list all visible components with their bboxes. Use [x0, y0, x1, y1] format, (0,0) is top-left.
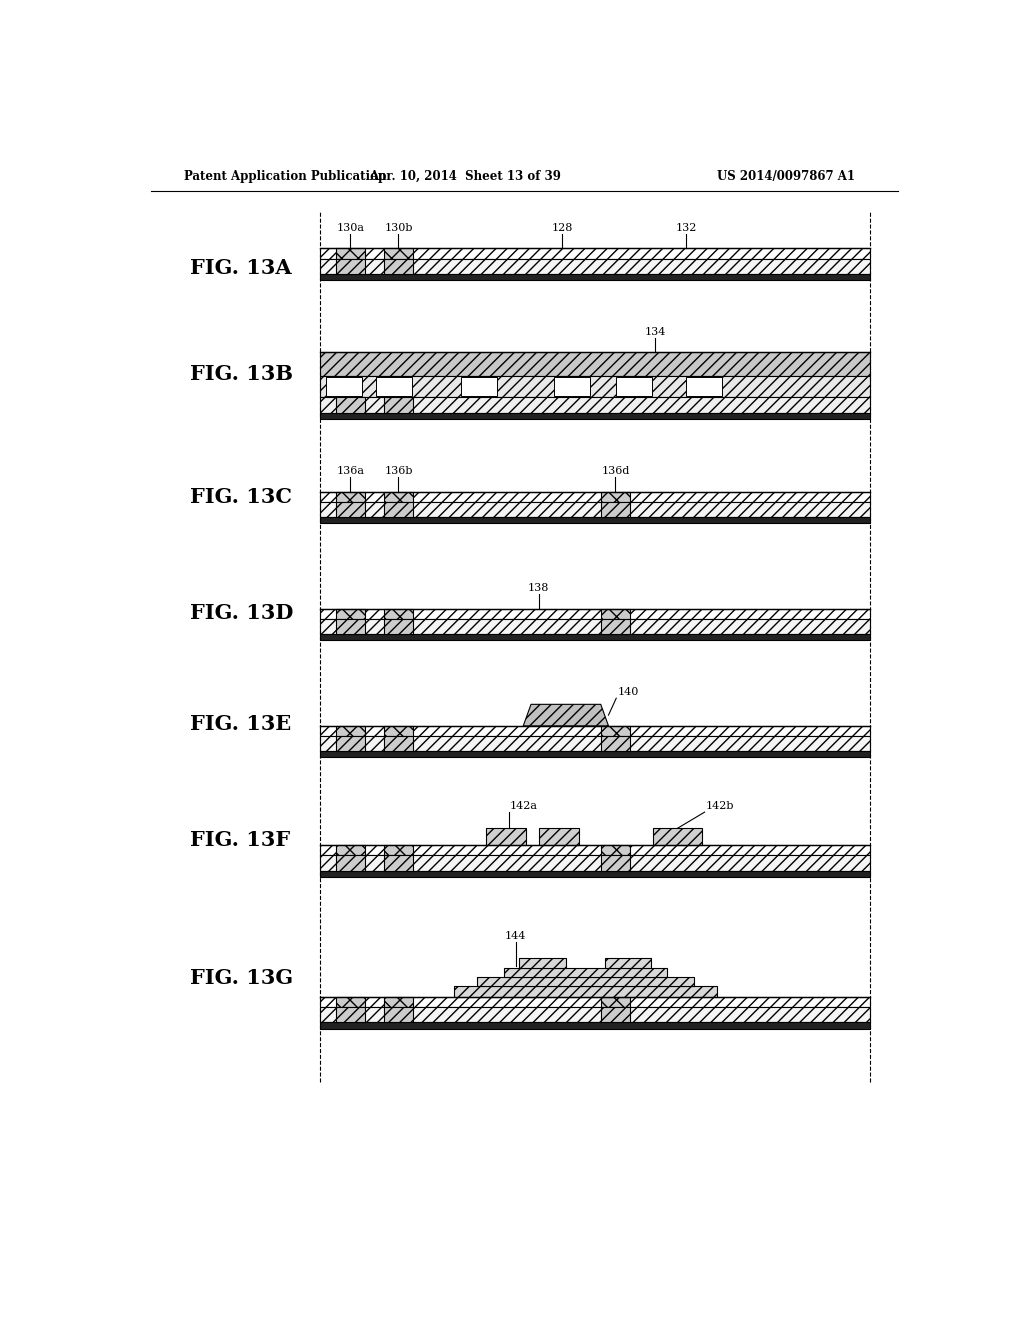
Bar [321, 619, 870, 635]
Bar [604, 958, 651, 968]
Bar [384, 845, 414, 855]
Bar [601, 737, 630, 751]
Bar [336, 248, 366, 259]
Bar [321, 635, 870, 640]
Bar [336, 397, 366, 412]
Text: FIG. 13E: FIG. 13E [190, 714, 291, 734]
Bar [336, 502, 366, 517]
Bar [554, 378, 590, 396]
Bar [321, 1007, 870, 1022]
Bar [454, 986, 717, 997]
Bar [321, 997, 870, 1007]
Text: 138: 138 [528, 583, 550, 594]
Bar [384, 997, 414, 1007]
Text: 134: 134 [644, 327, 666, 337]
Bar [461, 378, 497, 396]
Bar [321, 609, 870, 619]
Text: 132: 132 [675, 223, 696, 234]
Bar [336, 259, 366, 275]
Bar [384, 855, 414, 871]
Text: FIG. 13F: FIG. 13F [190, 830, 290, 850]
Bar [321, 376, 870, 397]
Bar [601, 619, 630, 635]
Bar [384, 726, 414, 737]
Bar [336, 1007, 366, 1022]
Bar [321, 413, 870, 418]
Text: Apr. 10, 2014  Sheet 13 of 39: Apr. 10, 2014 Sheet 13 of 39 [370, 170, 561, 183]
Text: FIG. 13A: FIG. 13A [190, 257, 292, 277]
Bar [686, 378, 722, 396]
Bar [384, 737, 414, 751]
Text: 142b: 142b [706, 801, 734, 812]
Bar [336, 619, 366, 635]
Bar [384, 259, 414, 275]
Bar [321, 1022, 870, 1028]
Bar [616, 378, 652, 396]
Bar [504, 968, 667, 977]
Bar [601, 1007, 630, 1022]
Bar [336, 492, 366, 502]
Bar [384, 492, 414, 502]
Text: 140: 140 [617, 688, 639, 697]
Bar [321, 737, 870, 751]
Bar [601, 492, 630, 502]
Bar [336, 609, 366, 619]
Text: FIG. 13D: FIG. 13D [190, 603, 293, 623]
Text: 130a: 130a [337, 223, 365, 234]
Bar [336, 726, 366, 737]
Bar [384, 1007, 414, 1022]
Bar [336, 845, 366, 855]
Bar [384, 248, 414, 259]
Bar [336, 855, 366, 871]
Bar [601, 845, 630, 855]
Bar [601, 609, 630, 619]
Bar [321, 248, 870, 259]
Bar [477, 977, 693, 986]
Text: 130b: 130b [384, 223, 413, 234]
Polygon shape [523, 705, 608, 726]
Bar [601, 997, 630, 1007]
Text: Patent Application Publication: Patent Application Publication [183, 170, 386, 183]
Bar [384, 619, 414, 635]
Text: FIG. 13G: FIG. 13G [190, 969, 293, 989]
Text: 136d: 136d [601, 466, 630, 477]
Bar [321, 751, 870, 758]
Bar [321, 275, 870, 280]
Text: 128: 128 [551, 223, 572, 234]
Bar [321, 397, 870, 412]
Bar [384, 397, 414, 412]
Bar [384, 502, 414, 517]
Bar [321, 726, 870, 737]
Bar [321, 871, 870, 876]
Bar [336, 997, 366, 1007]
Bar [336, 737, 366, 751]
Text: 136a: 136a [337, 466, 365, 477]
Bar [321, 352, 870, 376]
Bar [321, 845, 870, 855]
Bar [601, 502, 630, 517]
Bar [653, 829, 701, 845]
Bar [519, 958, 566, 968]
Bar [321, 855, 870, 871]
Bar [539, 829, 579, 845]
Bar [327, 378, 362, 396]
Bar [321, 492, 870, 502]
Bar [376, 378, 412, 396]
Text: US 2014/0097867 A1: US 2014/0097867 A1 [717, 170, 855, 183]
Bar [486, 829, 526, 845]
Text: 136b: 136b [384, 466, 413, 477]
Bar [384, 609, 414, 619]
Text: 142a: 142a [510, 801, 538, 812]
Bar [601, 855, 630, 871]
Bar [601, 726, 630, 737]
Text: FIG. 13B: FIG. 13B [190, 364, 293, 384]
Bar [321, 517, 870, 524]
Text: 144: 144 [505, 932, 526, 941]
Bar [321, 502, 870, 517]
Bar [321, 259, 870, 275]
Text: FIG. 13C: FIG. 13C [190, 487, 292, 507]
